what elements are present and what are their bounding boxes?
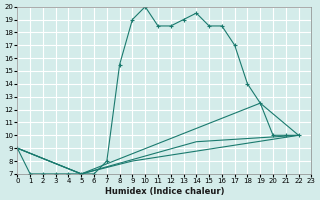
X-axis label: Humidex (Indice chaleur): Humidex (Indice chaleur) (105, 187, 224, 196)
